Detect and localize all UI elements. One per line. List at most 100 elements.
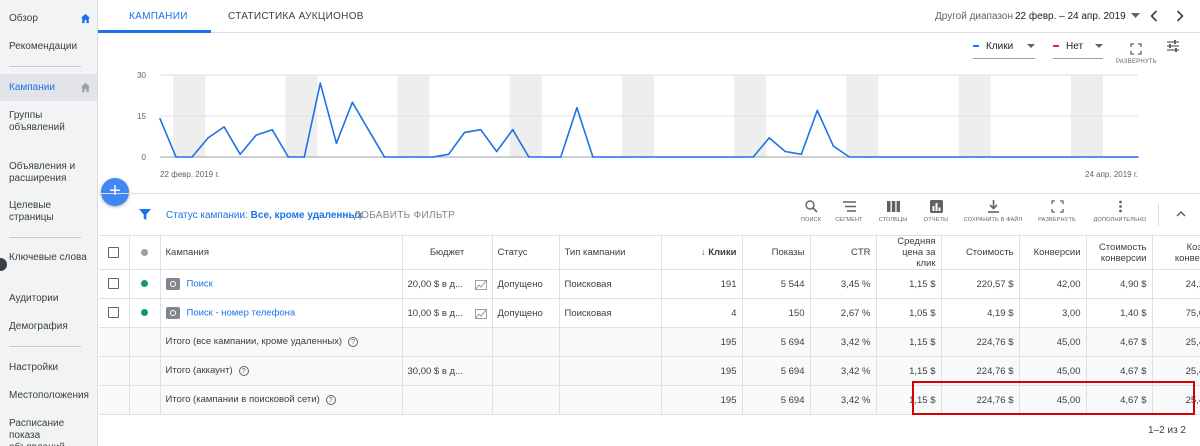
data-point [447, 153, 450, 156]
add-filter-button[interactable]: ДОБАВИТЬ ФИЛЬТР [354, 210, 456, 221]
header-cost[interactable]: Стоимость [941, 235, 1020, 270]
sidebar-item-ad-groups[interactable]: Группы объявлений [9, 110, 91, 134]
header-campaign-type[interactable]: Тип кампании [559, 235, 662, 270]
campaign-link[interactable]: Поиск [186, 278, 213, 290]
status-filter-chip[interactable]: Статус кампании: Все, кроме удаленных [166, 210, 363, 221]
toolbar-divider [1158, 204, 1159, 226]
sidebar-item-ads-extensions[interactable]: Объявления и расширения [9, 161, 91, 185]
data-point [495, 150, 498, 153]
sidebar-item-audiences[interactable]: Аудитории [9, 293, 91, 305]
empty-cell [129, 356, 161, 386]
tab-campaigns[interactable]: КАМПАНИИ [129, 11, 188, 22]
sidebar-item-landing-pages[interactable]: Целевые страницы [9, 200, 91, 224]
header-ctr[interactable]: CTR [810, 235, 877, 270]
chevron-up-icon[interactable] [1176, 210, 1186, 217]
data-point [752, 156, 755, 158]
data-point [816, 109, 819, 112]
header-impressions[interactable]: Показы [742, 235, 811, 270]
cost-cell: 4,19 $ [941, 298, 1020, 328]
header-avg-cpc[interactable]: Средняя цена за клик [876, 235, 942, 270]
campaign-type-cell: Поисковая [559, 269, 662, 299]
enabled-status-dot[interactable] [141, 309, 148, 317]
conv-rate-cell: 25,42 % [1152, 385, 1200, 415]
header-clicks-sorted[interactable]: ↓ Клики [661, 235, 743, 270]
tab-auction-insights[interactable]: СТАТИСТИКА АУКЦИОНОВ [228, 11, 364, 22]
budget-cell[interactable]: 10,00 $ в д... [402, 298, 493, 328]
toolbar-download-button[interactable]: СОХРАНИТЬ В ФАЙЛ [957, 200, 1029, 230]
data-point [239, 153, 241, 156]
sidebar-item-keywords[interactable]: Ключевые слова [9, 252, 91, 264]
totals-row: Итого (аккаунт)? 30,00 $ в д... 195 5 694 3,… [99, 356, 1200, 386]
sidebar-item-locations[interactable]: Местоположения [9, 390, 91, 402]
sidebar-item-settings[interactable]: Настройки [9, 362, 91, 374]
toolbar-more-button[interactable]: ДОПОЛНИТЕЛЬНО [1088, 200, 1152, 230]
budget-chart-icon[interactable] [474, 308, 487, 319]
status-dot [141, 248, 148, 256]
header-status[interactable]: Статус [492, 235, 560, 270]
header-budget[interactable]: Бюджет [402, 235, 493, 270]
chevron-down-icon[interactable] [1131, 13, 1140, 19]
sidebar-item-label: Рекомендации [9, 41, 78, 52]
header-conversions[interactable]: Конверсии [1019, 235, 1087, 270]
data-point [768, 137, 771, 139]
select-all-checkbox[interactable] [108, 246, 120, 258]
table-row[interactable]: Поиск - номер телефона 10,00 $ в д... Допу… [99, 298, 1200, 328]
toolbar-columns-button[interactable]: СТОЛБЦЫ [865, 200, 921, 230]
cost-cell: 224,76 $ [941, 385, 1020, 415]
sidebar-item-demographics[interactable]: Демография [9, 321, 91, 333]
status-cell: Допущено [492, 298, 560, 328]
help-icon[interactable]: ? [348, 336, 359, 347]
sidebar-item-overview[interactable]: Обзор [9, 13, 91, 25]
toolbar-search-button[interactable]: ПОИСК [783, 200, 839, 230]
row-checkbox[interactable] [108, 307, 120, 319]
filter-bar: Статус кампании: Все, кроме удаленных ДО… [98, 193, 1200, 235]
sidebar-item-campaigns[interactable]: Кампании [9, 82, 91, 94]
toolbar-reports-button[interactable]: ОТЧЕТЫ [908, 200, 964, 230]
top-tab-bar: КАМПАНИИ СТАТИСТИКА АУКЦИОНОВ Другой диа… [98, 0, 1200, 33]
sidebar-item-recommendations[interactable]: Рекомендации [9, 41, 91, 53]
data-point [704, 156, 706, 158]
toolbar-fullscreen-button[interactable]: РАЗВЕРНУТЬ [1029, 200, 1085, 230]
table-row[interactable]: Поиск 20,00 $ в д... Допущено Поисковая 191 5… [99, 269, 1200, 299]
sidebar-collapse-handle[interactable] [0, 258, 7, 271]
data-point [527, 156, 530, 158]
row-checkbox-cell [99, 269, 130, 299]
metric1-dropdown[interactable]: Клики [973, 41, 1035, 59]
toolbar-segment-button[interactable]: СЕГМЕНТ [821, 200, 877, 230]
header-conversion-rate[interactable]: Коэфф. конверсии [1152, 235, 1200, 270]
metric2-dropdown[interactable]: Нет [1053, 41, 1103, 59]
chevron-left-icon[interactable] [1150, 10, 1158, 22]
chevron-right-icon[interactable] [1176, 10, 1184, 22]
data-point [335, 142, 338, 145]
chart-expand-button[interactable]: РАЗВЕРНУТЬ [1116, 41, 1157, 67]
date-range-picker[interactable]: 22 февр. – 24 апр. 2019 [1015, 11, 1126, 22]
data-point [720, 156, 722, 158]
x-start-label: 22 февр. 2019 г. [160, 170, 219, 179]
header-campaign[interactable]: Кампания [160, 235, 403, 270]
totals-label-cell: Итого (кампании в поисковой сети)? [160, 385, 403, 415]
campaign-type-cell: Поисковая [559, 298, 662, 328]
campaign-name-cell: Поиск [160, 269, 403, 299]
metric1-label: Клики [986, 41, 1014, 52]
budget-chart-icon[interactable] [474, 279, 487, 290]
ctr-cell: 3,42 % [810, 356, 877, 386]
chart-settings-icon[interactable] [1166, 39, 1180, 53]
toolbar-label: СОХРАНИТЬ В ФАЙЛ [963, 217, 1023, 223]
sidebar-item-label: Объявления и расширения [9, 161, 76, 184]
data-point [672, 156, 674, 158]
cost-conv-cell: 4,67 $ [1086, 385, 1153, 415]
data-point [688, 156, 690, 158]
enabled-status-dot[interactable] [141, 280, 148, 288]
row-checkbox[interactable] [108, 278, 120, 290]
sidebar-item-ad-schedule[interactable]: Расписание показа объявлений [9, 418, 91, 446]
header-cost-per-conversion[interactable]: Стоимость конверсии [1086, 235, 1153, 270]
add-fab-button[interactable]: + [101, 178, 129, 206]
help-icon[interactable]: ? [238, 365, 249, 376]
avg-cpc-cell: 1,15 $ [876, 269, 942, 299]
campaign-link[interactable]: Поиск - номер телефона [186, 307, 296, 319]
help-icon[interactable]: ? [325, 394, 336, 405]
budget-cell[interactable]: 20,00 $ в д... [402, 269, 493, 299]
filter-icon[interactable] [139, 209, 151, 220]
data-point [463, 131, 466, 134]
